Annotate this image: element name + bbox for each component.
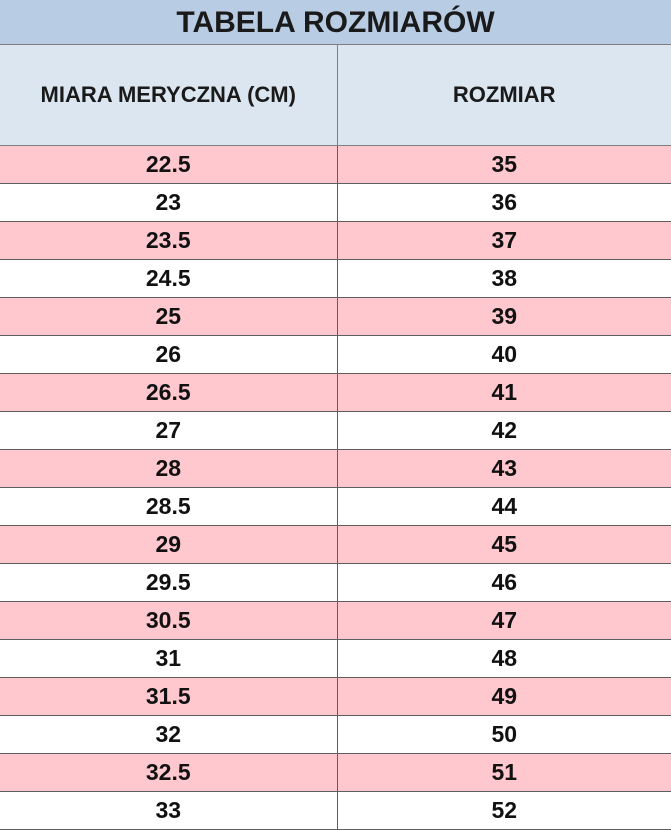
size-cell: 38	[337, 259, 671, 298]
size-cell: 44	[337, 487, 671, 526]
table-row: 33 52	[0, 791, 671, 830]
size-cell: 51	[337, 753, 671, 792]
length-cell: 26.5	[0, 373, 338, 412]
table-row: 32 50	[0, 715, 671, 754]
length-cell: 31	[0, 639, 338, 678]
table-row: 31 48	[0, 639, 671, 678]
table-body: 22.5 35 23 36 23.5 37 24.5 38 25 39 26 40 26.5 41 27 42…	[0, 145, 671, 830]
length-cell: 32	[0, 715, 338, 754]
size-cell: 50	[337, 715, 671, 754]
length-cell: 24.5	[0, 259, 338, 298]
table-row: 28 43	[0, 449, 671, 488]
size-cell: 52	[337, 791, 671, 830]
table-row: 26 40	[0, 335, 671, 374]
length-cell: 29	[0, 525, 338, 564]
length-cell: 23.5	[0, 221, 338, 260]
table-row: 32.5 51	[0, 753, 671, 792]
length-cell: 27	[0, 411, 338, 450]
table-row: 30.5 47	[0, 601, 671, 640]
length-cell: 28.5	[0, 487, 338, 526]
table-row: 31.5 49	[0, 677, 671, 716]
size-cell: 47	[337, 601, 671, 640]
table-row: 22.5 35	[0, 145, 671, 184]
length-cell: 22.5	[0, 145, 338, 184]
size-cell: 35	[337, 145, 671, 184]
table-row: 24.5 38	[0, 259, 671, 298]
table-row: 29.5 46	[0, 563, 671, 602]
length-cell: 31.5	[0, 677, 338, 716]
header-cell: ROZMIAR	[337, 45, 671, 146]
length-cell: 23	[0, 183, 338, 222]
length-cell: 28	[0, 449, 338, 488]
table-row: 29 45	[0, 525, 671, 564]
table-row: 28.5 44	[0, 487, 671, 526]
size-cell: 45	[337, 525, 671, 564]
size-cell: 43	[337, 449, 671, 488]
length-cell: 30.5	[0, 601, 338, 640]
length-cell: 25	[0, 297, 338, 336]
length-cell: 32.5	[0, 753, 338, 792]
table-row: 26.5 41	[0, 373, 671, 412]
size-cell: 49	[337, 677, 671, 716]
header-cell: MIARA MERYCZNA (CM)	[0, 45, 338, 146]
size-cell: 37	[337, 221, 671, 260]
length-cell: 33	[0, 791, 338, 830]
size-cell: 36	[337, 183, 671, 222]
table-row: 23.5 37	[0, 221, 671, 260]
table-header: MIARA MERYCZNA (CM) ROZMIAR	[0, 45, 671, 146]
header-row: MIARA MERYCZNA (CM) ROZMIAR	[0, 45, 671, 146]
size-cell: 42	[337, 411, 671, 450]
size-cell: 39	[337, 297, 671, 336]
table-row: 27 42	[0, 411, 671, 450]
size-cell: 40	[337, 335, 671, 374]
table-row: 25 39	[0, 297, 671, 336]
size-cell: 41	[337, 373, 671, 412]
length-cell: 29.5	[0, 563, 338, 602]
size-cell: 46	[337, 563, 671, 602]
length-cell: 26	[0, 335, 338, 374]
table-row: 23 36	[0, 183, 671, 222]
size-cell: 48	[337, 639, 671, 678]
size-table: MIARA MERYCZNA (CM) ROZMIAR 22.5 35 23 36 23…	[0, 45, 671, 830]
table-title: TABELA ROZMIARÓW	[0, 0, 671, 45]
